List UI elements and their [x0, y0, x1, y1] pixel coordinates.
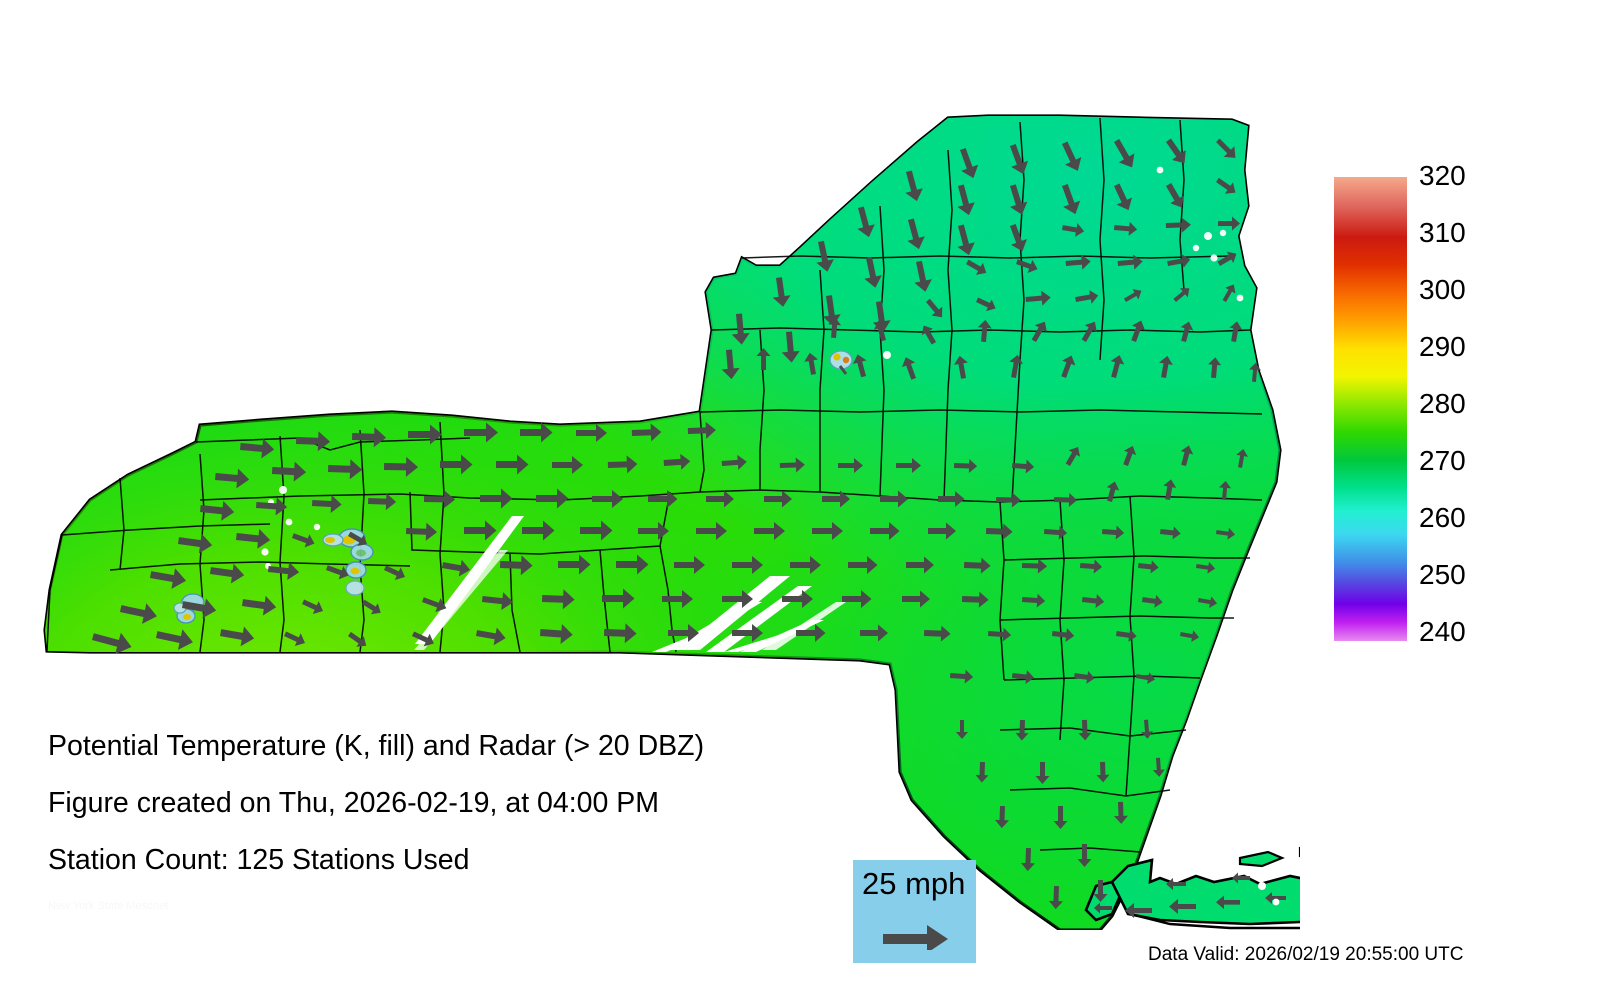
colorbar-tick-300: 300 — [1419, 274, 1466, 305]
colorbar-tick-320: 320 — [1419, 160, 1466, 191]
radar-cluster-west — [322, 528, 374, 596]
long-island-region — [1084, 846, 1300, 930]
colorbar-tick-250: 250 — [1419, 559, 1466, 590]
weather-map — [0, 30, 1300, 930]
radar-cluster-north — [829, 350, 853, 375]
data-valid-timestamp: Data Valid: 2026/02/19 20:55:00 UTC — [1148, 944, 1464, 965]
station-marker — [1258, 882, 1266, 890]
colorbar-tick-labels: 320 310 300 290 280 270 260 250 240 — [1419, 154, 1569, 664]
station-marker — [1272, 898, 1280, 906]
south-shore-line — [1129, 912, 1300, 930]
caption-created: Figure created on Thu, 2026-02-19, at 04… — [48, 787, 660, 819]
colorbar-tick-310: 310 — [1419, 217, 1466, 248]
wind-arrow-icon — [881, 920, 951, 955]
colorbar-tick-290: 290 — [1419, 331, 1466, 362]
caption-title: Potential Temperature (K, fill) and Rada… — [48, 730, 705, 762]
wind-arrows-long-island — [1094, 872, 1286, 918]
colorbar-tick-280: 280 — [1419, 388, 1466, 419]
colorbar-tick-240: 240 — [1419, 616, 1466, 647]
colorbar-gradient — [1333, 176, 1408, 642]
wind-speed-legend: 25 mph — [853, 860, 976, 963]
wind-speed-legend-label: 25 mph — [862, 866, 966, 901]
north-fork — [1238, 850, 1285, 868]
colorbar: 320 310 300 290 280 270 260 250 240 — [1333, 162, 1573, 646]
wind-arrows — [92, 138, 1262, 910]
figure-caption: Potential Temperature (K, fill) and Rada… — [48, 718, 868, 913]
colorbar-tick-260: 260 — [1419, 502, 1466, 533]
caption-station-count: Station Count: 125 Stations Used — [48, 844, 470, 876]
colorbar-tick-270: 270 — [1419, 445, 1466, 476]
caption-faint-footer: New York State Mesonet — [48, 900, 169, 912]
radar-echoes — [173, 166, 1244, 624]
